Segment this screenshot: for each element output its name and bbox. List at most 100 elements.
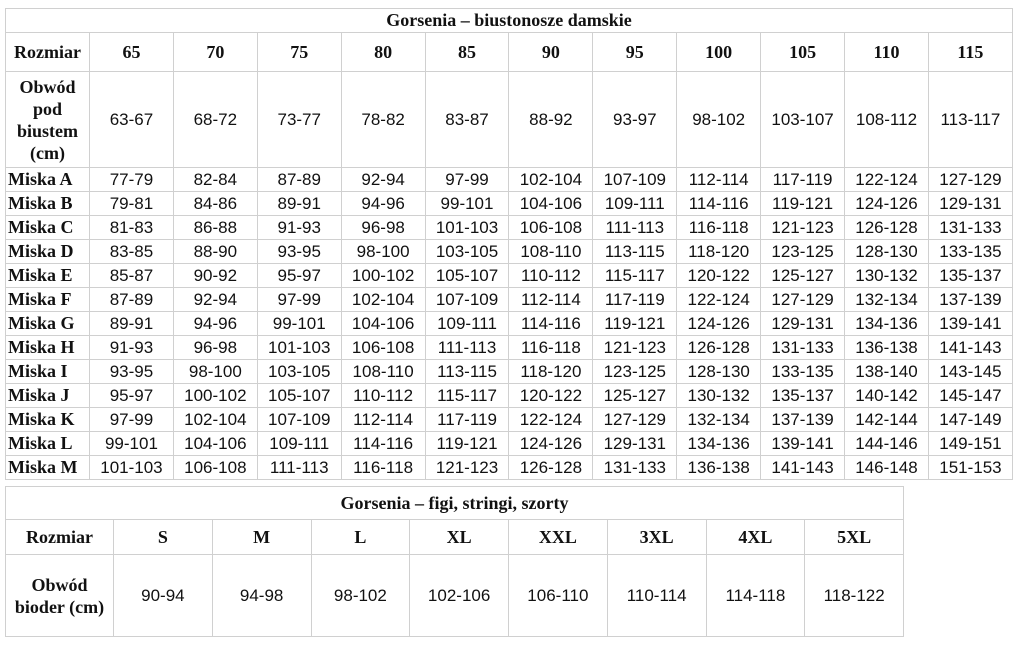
cup-value: 139-141 [927,311,1013,336]
cup-value: 104-106 [508,191,594,216]
cup-value: 84-86 [172,191,258,216]
size-header: 3XL [606,519,707,555]
cup-row: Miska H 91-93 96-98 101-103 106-108 111-113 11… [5,335,1013,360]
cup-row: Miska E 85-87 90-92 95-97 100-102 105-107 110-… [5,263,1013,288]
cup-value: 90-92 [172,263,258,288]
underbust-value: 108-112 [844,71,929,168]
hip-value: 90-94 [113,554,213,637]
underbust-label: Obwód pod biustem (cm) [5,71,90,168]
cup-value: 113-115 [592,239,678,264]
size-header: 95 [592,32,678,72]
size-header: XXL [508,519,608,555]
cup-value: 118-120 [508,359,594,384]
cup-value: 112-114 [676,167,762,192]
cup-value: 115-117 [592,263,678,288]
cup-value: 139-141 [760,431,846,456]
cup-value: 100-102 [340,263,426,288]
cup-value: 101-103 [89,455,174,480]
cup-value: 107-109 [424,287,510,312]
cup-value: 117-119 [592,287,678,312]
cup-value: 83-85 [89,239,174,264]
cup-value: 104-106 [172,431,258,456]
cup-row: Miska A 77-79 82-84 87-89 92-94 97-99 102-104 1… [5,167,1013,192]
underbust-value: 73-77 [256,71,342,168]
cup-value: 107-109 [256,407,342,432]
size-header: 85 [424,32,510,72]
cup-label: Miska I [5,359,90,384]
cup-value: 103-105 [256,359,342,384]
cup-value: 131-133 [927,215,1013,240]
cup-value: 82-84 [172,167,258,192]
cup-value: 121-123 [592,335,678,360]
cup-label: Miska J [5,383,90,408]
cup-row: Miska B 79-81 84-86 89-91 94-96 99-101 104-106… [5,191,1013,216]
cup-value: 101-103 [424,215,510,240]
cup-value: 123-125 [592,359,678,384]
cup-value: 92-94 [340,167,426,192]
cup-value: 112-114 [508,287,594,312]
cup-value: 122-124 [844,167,929,192]
underbust-value: 88-92 [508,71,594,168]
cup-row: Miska F 87-89 92-94 97-99 102-104 107-109 112-… [5,287,1013,312]
hip-value: 94-98 [211,554,312,637]
cup-value: 85-87 [89,263,174,288]
size-header: L [310,519,411,555]
cup-value: 111-113 [424,335,510,360]
cup-value: 98-100 [172,359,258,384]
cup-value: 97-99 [89,407,174,432]
underbust-value: 113-117 [927,71,1013,168]
cup-value: 116-118 [508,335,594,360]
cup-row: Miska M 101-103 106-108 111-113 116-118 121-1… [5,455,1013,480]
cup-row: Miska G 89-91 94-96 99-101 104-106 109-111 114… [5,311,1013,336]
size-header: 100 [676,32,762,72]
cup-value: 114-116 [676,191,762,216]
cup-label: Miska M [5,455,90,480]
bra-table-title: Gorsenia – biustonosze damskie [5,8,1013,33]
cup-row: Miska I 93-95 98-100 103-105 108-110 113-115 1… [5,359,1013,384]
cup-row: Miska K 97-99 102-104 107-109 112-114 117-119… [5,407,1013,432]
size-header: 110 [844,32,929,72]
cup-value: 99-101 [89,431,174,456]
cup-value: 146-148 [844,455,929,480]
cup-value: 109-111 [256,431,342,456]
cup-value: 120-122 [676,263,762,288]
cup-value: 119-121 [424,431,510,456]
cup-label: Miska H [5,335,90,360]
cup-value: 129-131 [927,191,1013,216]
cup-value: 147-149 [927,407,1013,432]
cup-value: 127-129 [927,167,1013,192]
cup-value: 124-126 [676,311,762,336]
cup-value: 109-111 [424,311,510,336]
cup-value: 135-137 [760,383,846,408]
cup-label: Miska D [5,239,90,264]
cup-value: 102-104 [508,167,594,192]
header-label: Rozmiar [5,519,114,555]
cup-value: 133-135 [760,359,846,384]
cup-label: Miska F [5,287,90,312]
hip-value: 102-106 [409,554,509,637]
size-header: 4XL [705,519,806,555]
size-header: 90 [508,32,594,72]
cup-value: 102-104 [340,287,426,312]
cup-value: 137-139 [927,287,1013,312]
cup-row: Miska L 99-101 104-106 109-111 114-116 119-12… [5,431,1013,456]
cup-value: 97-99 [424,167,510,192]
cup-value: 95-97 [256,263,342,288]
cup-label: Miska G [5,311,90,336]
cup-value: 98-100 [340,239,426,264]
cup-value: 121-123 [760,215,846,240]
size-header: 75 [256,32,342,72]
cup-value: 126-128 [844,215,929,240]
size-header: S [113,519,213,555]
cup-value: 128-130 [676,359,762,384]
cup-label: Miska A [5,167,90,192]
cup-value: 106-108 [340,335,426,360]
cup-value: 140-142 [844,383,929,408]
cup-label: Miska K [5,407,90,432]
cup-value: 126-128 [508,455,594,480]
underbust-row: Obwód pod biustem (cm) 63-67 68-72 73-77 78-… [5,71,1013,168]
cup-value: 120-122 [508,383,594,408]
cup-value: 110-112 [340,383,426,408]
cup-value: 141-143 [760,455,846,480]
header-label: Rozmiar [5,32,90,72]
